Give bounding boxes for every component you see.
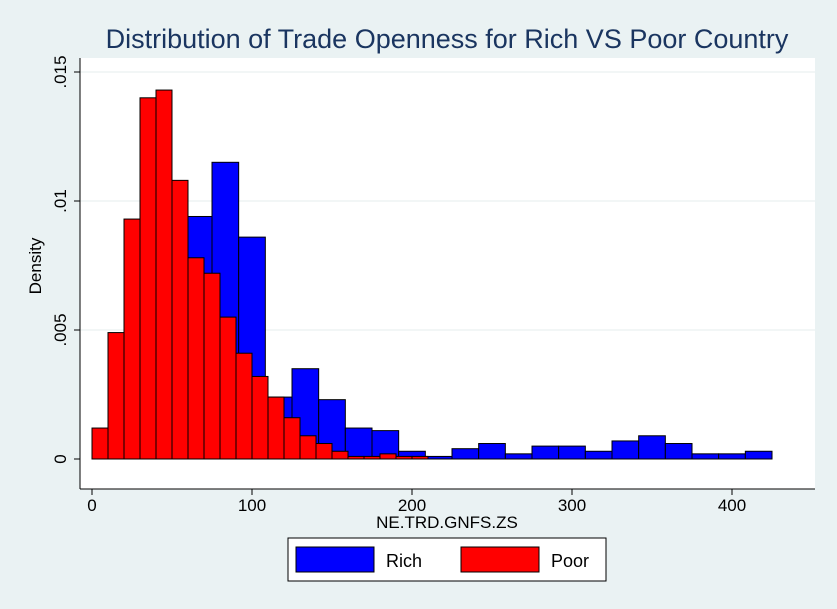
x-tick-label: 400 [718,496,746,515]
rich-bar [611,440,640,460]
y-tick-label: .01 [51,189,70,213]
rich-bar [531,445,560,460]
rich-bar [744,450,773,460]
rich-bar [424,455,453,460]
poor-bar [283,417,301,460]
tick-labels: 0 100 200 300 400 0 .005 .01 .015 [51,55,746,515]
rich-bar [504,453,533,460]
poor-bar [219,316,237,460]
poor-bar [267,396,285,460]
poor-bar [203,272,221,460]
x-tick-label: 100 [238,496,266,515]
poor-bar [155,89,173,460]
x-tick-label: 200 [398,496,426,515]
poor-bar [411,455,429,460]
poor-bar [91,427,109,460]
poor-bars [91,89,429,460]
y-tick-label: .015 [51,55,70,88]
poor-bar [251,375,269,460]
y-tick-label: .005 [51,313,70,346]
rich-bar [344,427,373,460]
poor-bar [347,455,365,460]
poor-bar [187,257,205,460]
y-tick-label: 0 [51,454,70,463]
chart-title: Distribution of Trade Openness for Rich … [106,24,789,54]
poor-bar [379,453,397,460]
rich-bar [451,448,480,460]
poor-bar [363,455,381,460]
poor-bar [331,450,349,460]
legend-swatch-poor [460,546,540,573]
rich-bar [638,435,666,460]
legend-swatch-rich [295,546,375,573]
poor-bar [107,332,125,460]
x-tick-label: 300 [558,496,586,515]
poor-bar [299,435,317,460]
rich-bar [691,453,720,460]
poor-bar [395,455,413,460]
rich-bar [584,450,613,460]
poor-bar [139,97,157,460]
poor-bar [315,443,333,460]
rich-bar [558,445,586,460]
legend: Rich Poor [287,537,607,582]
legend-label-poor: Poor [551,551,589,571]
poor-bar [235,352,253,460]
axes [79,58,815,490]
rich-bar [718,453,746,460]
x-axis-label: NE.TRD.GNFS.ZS [376,513,518,532]
legend-label-rich: Rich [386,551,422,571]
poor-bar [171,179,189,460]
x-tick-label: 0 [87,496,96,515]
rich-bar [478,443,506,460]
y-axis-label: Density [26,237,45,294]
rich-bar [664,443,693,460]
poor-bar [123,218,141,460]
